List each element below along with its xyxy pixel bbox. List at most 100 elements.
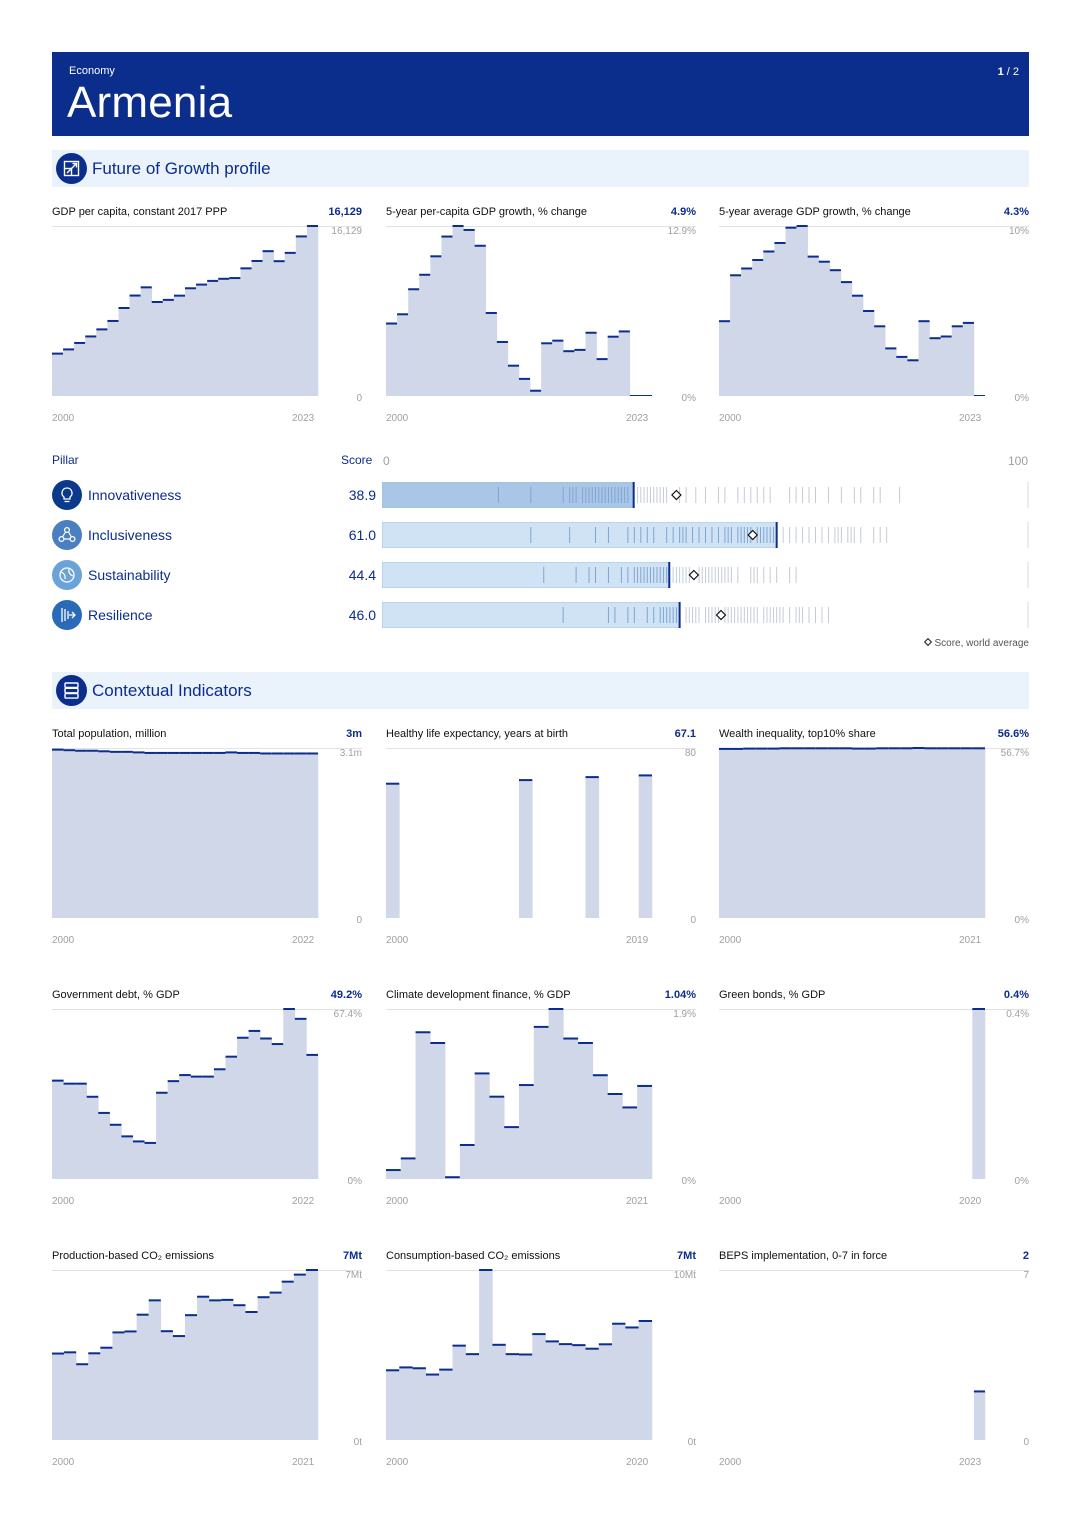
y-min-label: 0% — [1014, 393, 1029, 404]
data-bar — [572, 1345, 586, 1440]
chart-title: Government debt, % GDP — [52, 989, 180, 1001]
scale-max-label: 100 — [1007, 454, 1028, 468]
section-title: Contextual Indicators — [92, 681, 252, 700]
data-bar — [545, 1341, 560, 1440]
data-bar — [419, 274, 431, 396]
chart-life-expectancy: Healthy life expectancy, years at birth 6… — [386, 728, 696, 958]
pillar-row: Resilience 46.0 — [52, 599, 1029, 631]
chart-production-co2: Production-based CO₂ emissions 7Mt 7Mt 0t 20… — [52, 1250, 362, 1480]
data-bar — [86, 750, 99, 918]
data-bar — [121, 1136, 134, 1179]
data-bar — [156, 1092, 168, 1179]
data-bar — [951, 326, 964, 396]
y-min-label: 0% — [1014, 1176, 1029, 1187]
chart-plot — [386, 748, 696, 918]
x-start-label: 2000 — [719, 1457, 742, 1468]
world-average-legend: Score, world average — [923, 637, 1029, 649]
y-min-label: 0 — [356, 915, 362, 926]
chart-title: BEPS implementation, 0-7 in force — [719, 1250, 888, 1262]
y-max-label: 67.4% — [333, 1009, 362, 1020]
x-end-label: 2023 — [959, 1457, 982, 1468]
data-bar — [972, 1009, 986, 1179]
data-bar — [52, 1353, 65, 1440]
data-bar — [638, 775, 653, 918]
data-bar — [815, 748, 829, 918]
x-start-label: 2000 — [719, 935, 742, 946]
chart-latest-value: 1.04% — [664, 989, 696, 1001]
data-bar — [731, 748, 744, 918]
data-bar — [412, 1368, 427, 1440]
chart-title: Green bonds, % GDP — [719, 989, 826, 1001]
data-bar — [791, 748, 804, 918]
data-bar — [496, 341, 509, 396]
data-bar — [415, 1032, 431, 1179]
pillar-row: Inclusiveness 61.0 — [52, 519, 1029, 551]
data-bar — [625, 1327, 639, 1440]
chart-latest-value: 3m — [346, 728, 362, 740]
data-bar — [218, 278, 230, 396]
database-icon — [56, 675, 87, 706]
data-bar — [929, 338, 941, 396]
data-bar — [430, 1043, 446, 1179]
chart-beps-implementation: BEPS implementation, 0-7 in force 2 7 0 2000… — [719, 1250, 1029, 1480]
y-min-label: 0t — [687, 1437, 696, 1448]
data-bar — [474, 245, 487, 396]
y-max-label: 7 — [1023, 1270, 1029, 1281]
y-max-label: 12.9% — [667, 226, 696, 237]
y-max-label: 10% — [1008, 226, 1029, 237]
data-bar — [209, 1300, 222, 1440]
x-end-label: 2021 — [292, 1457, 315, 1468]
data-bar — [273, 261, 286, 396]
data-bar — [596, 359, 608, 396]
data-bar — [271, 753, 284, 918]
data-bar — [962, 322, 975, 396]
x-start-label: 2000 — [386, 413, 409, 424]
country-title: Armenia — [67, 78, 233, 127]
data-bar — [399, 1367, 413, 1440]
world-average-marker — [747, 529, 759, 541]
data-bar — [295, 236, 308, 396]
chart-title: Consumption-based CO₂ emissions — [386, 1250, 561, 1262]
data-bar — [558, 1344, 573, 1440]
data-bar — [76, 1364, 89, 1440]
data-bar — [585, 777, 600, 918]
data-bar — [948, 748, 962, 918]
x-end-label: 2021 — [626, 1196, 649, 1207]
data-bar — [213, 1069, 226, 1179]
data-bar — [563, 351, 575, 396]
data-bar — [63, 1083, 76, 1179]
data-bar — [960, 748, 974, 918]
data-bar — [124, 1331, 137, 1440]
data-bar — [306, 226, 319, 396]
chart-gdp-growth-5yr: 5-year per-capita GDP growth, % change 4.… — [386, 206, 696, 436]
pillar-bar-track — [382, 522, 1029, 548]
chart-latest-value: 67.1 — [674, 728, 696, 740]
y-max-label: 80 — [684, 748, 696, 759]
chart-plot — [52, 1269, 362, 1440]
x-end-label: 2023 — [626, 413, 649, 424]
data-bar — [863, 311, 875, 396]
chart-title: GDP per capita, constant 2017 PPP — [52, 206, 228, 218]
chart-population: Total population, million 3m 3.1m 0 2000 2022 — [52, 728, 362, 958]
data-bar — [885, 348, 897, 396]
chart-title: Total population, million — [52, 728, 167, 740]
data-bar — [563, 1038, 579, 1179]
y-max-label: 56.7% — [1000, 748, 1029, 759]
pillar-score: 61.0 — [348, 527, 376, 543]
data-bar — [251, 260, 263, 396]
x-start-label: 2000 — [386, 1457, 409, 1468]
data-bar — [532, 1334, 546, 1440]
chart-latest-value: 16,129 — [328, 206, 362, 218]
y-min-label: 0% — [1014, 915, 1029, 926]
data-bar — [504, 1127, 520, 1179]
data-bar — [852, 295, 864, 396]
data-bar — [485, 312, 498, 396]
data-bar — [129, 295, 141, 396]
section-contextual-indicators: Contextual Indicators — [52, 672, 1029, 709]
data-bar — [452, 1345, 467, 1440]
data-bar — [519, 1085, 535, 1179]
data-bar — [463, 229, 475, 396]
data-bar — [459, 1145, 475, 1179]
pillar-bar-track — [382, 602, 1029, 628]
data-bar — [408, 289, 420, 396]
